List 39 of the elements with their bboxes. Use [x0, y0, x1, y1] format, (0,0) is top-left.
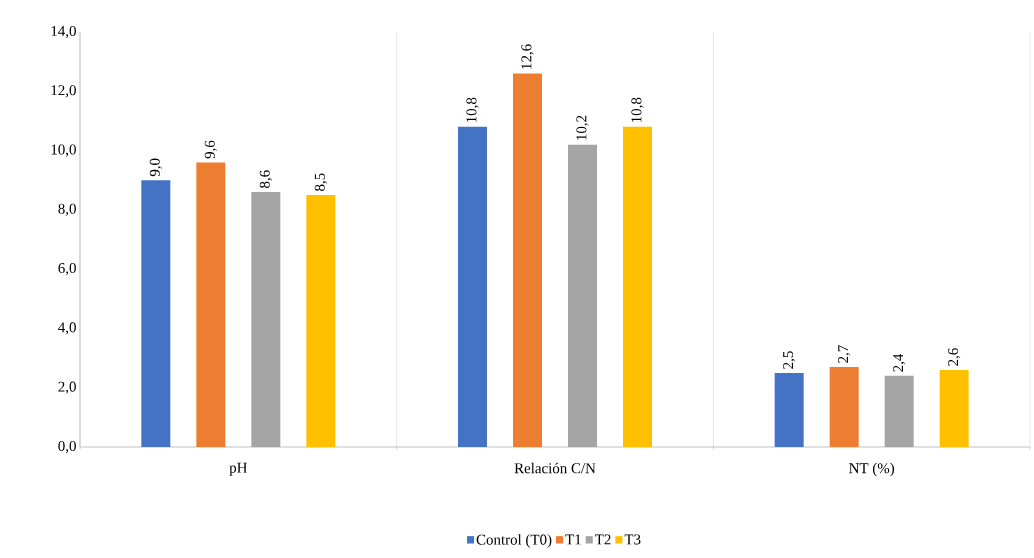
bar — [306, 195, 336, 447]
bar — [568, 144, 597, 447]
bar — [141, 180, 171, 447]
bar — [251, 192, 281, 447]
legend-label: T3 — [624, 534, 641, 545]
bar — [939, 369, 969, 447]
y-tick-label: 12,0 — [51, 85, 76, 98]
y-tick-label: 4,0 — [58, 322, 76, 335]
y-tick-label: 14,0 — [51, 25, 76, 39]
bar — [623, 126, 652, 447]
data-label: 9,0 — [149, 158, 162, 177]
bar — [196, 162, 226, 447]
bar — [774, 372, 804, 447]
legend-label: T2 — [595, 534, 611, 545]
bar — [458, 126, 487, 447]
data-label: 12,6 — [521, 44, 534, 69]
bar — [829, 366, 859, 447]
data-label: 10,2 — [576, 115, 589, 140]
y-tick-label: 10,0 — [51, 144, 76, 157]
y-tick-label: 6,0 — [58, 263, 76, 276]
legend-label: Control (T0) — [476, 534, 552, 548]
x-tick-label: Relación C/N — [514, 462, 596, 474]
data-label: 9,6 — [204, 140, 217, 159]
data-label: 2,4 — [893, 353, 906, 372]
data-label: 2,5 — [783, 351, 796, 369]
y-tick-label: 0,0 — [58, 440, 76, 454]
data-label: 10,8 — [631, 97, 644, 123]
data-label: 2,7 — [838, 345, 851, 363]
bar — [884, 375, 914, 447]
y-tick-label: 2,0 — [58, 381, 76, 394]
data-label: 8,6 — [259, 170, 272, 188]
bar — [513, 73, 542, 447]
data-label: 10,8 — [466, 97, 479, 123]
y-tick-label: 8,0 — [58, 203, 76, 216]
legend-label: T1 — [565, 534, 581, 545]
x-tick-label: NT (%) — [849, 462, 895, 477]
data-label: 2,6 — [948, 348, 961, 366]
x-tick-label: pH — [229, 462, 248, 476]
data-label: 8,5 — [314, 173, 327, 191]
